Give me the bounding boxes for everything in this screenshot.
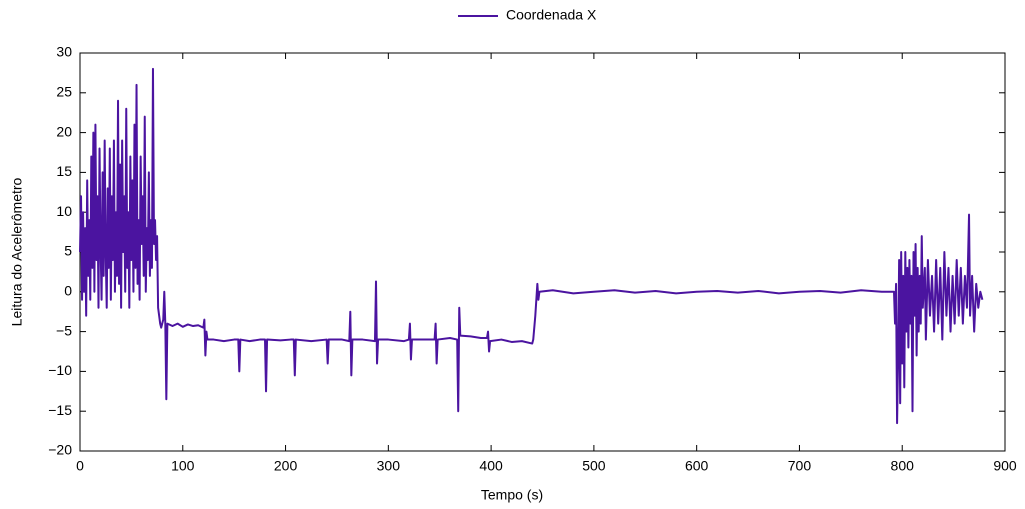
y-axis-label: Leitura do Acelerômetro: [9, 177, 25, 326]
x-tick-label: 200: [274, 458, 298, 474]
plot-frame: [79, 52, 1006, 452]
legend-label: Coordenada X: [506, 7, 597, 23]
y-tick-label: 0: [64, 283, 72, 299]
x-tick-label: 600: [685, 458, 709, 474]
y-tick-label: 5: [64, 243, 72, 259]
y-tick-label: −5: [56, 322, 72, 338]
x-axis-label: Tempo (s): [481, 487, 543, 503]
y-tick-label: 25: [56, 84, 72, 100]
y-tick-label: 20: [56, 123, 72, 139]
x-tick-label: 800: [891, 458, 915, 474]
y-tick-label: −10: [48, 362, 72, 378]
x-tick-label: 400: [479, 458, 503, 474]
data-line: [79, 67, 984, 425]
y-tick-label: 30: [56, 44, 72, 60]
y-tick-label: 10: [56, 203, 72, 219]
y-tick-label: 15: [56, 163, 72, 179]
x-tick-label: 0: [76, 458, 84, 474]
x-tick-label: 900: [993, 458, 1017, 474]
x-tick-label: 500: [582, 458, 606, 474]
x-tick-label: 100: [171, 458, 195, 474]
y-tick-label: −20: [48, 442, 72, 458]
x-tick-label: 700: [788, 458, 812, 474]
y-tick-label: −15: [48, 402, 72, 418]
x-tick-label: 300: [377, 458, 401, 474]
